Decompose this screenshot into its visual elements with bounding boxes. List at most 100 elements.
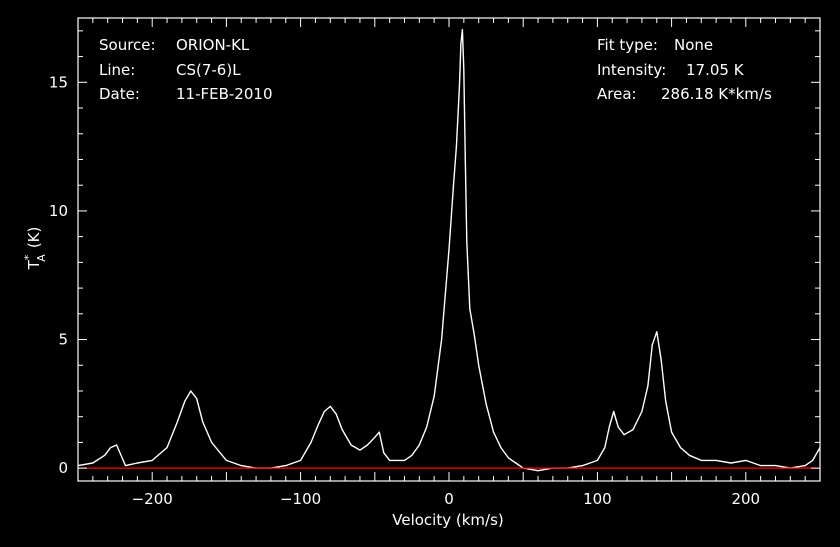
spectrum-data-point (300, 459, 302, 461)
spectrum-data-point (366, 444, 368, 446)
x-tick-label: −100 (280, 490, 321, 508)
x-axis-label: Velocity (km/s) (392, 511, 503, 529)
spectrum-data-point (604, 447, 606, 449)
spectrum-data-point (116, 444, 118, 446)
spectrum-data-point (426, 426, 428, 428)
spectrum-data-point (537, 470, 539, 472)
source-label: Source: (99, 36, 156, 54)
spectrum-data-point (411, 454, 413, 456)
spectrum-data-point (466, 241, 468, 243)
spectrum-data-point (469, 308, 471, 310)
spectrum-data-point (359, 449, 361, 451)
spectrum-data-point (500, 447, 502, 449)
area-label: Area: (597, 85, 637, 103)
spectrum-data-point (688, 454, 691, 456)
spectrum-data-point (651, 344, 653, 346)
spectrum-data-point (310, 441, 312, 443)
spectrum-data-point (110, 447, 112, 449)
fit-type-value: None (674, 36, 713, 54)
spectrum-data-point (617, 426, 619, 428)
spectrum-data-point (760, 465, 762, 467)
spectrum-data-point (335, 413, 337, 415)
date-label: Date: (99, 85, 140, 103)
y-tick-label: 15 (49, 73, 68, 91)
spectrum-data-point (389, 459, 391, 461)
y-tick-label: 5 (58, 331, 68, 349)
spectrum-data-point (202, 421, 204, 423)
y-axis-label-unit: (K) (25, 227, 43, 249)
spectrum-data-point (700, 459, 702, 461)
spectrum-data-point (812, 459, 814, 461)
spectrum-data-point (507, 457, 509, 459)
y-axis-label-subscript: A (35, 254, 48, 262)
spectrum-data-point (285, 465, 287, 467)
spectrum-data-point (647, 385, 649, 387)
spectrum-data-point (485, 403, 487, 405)
spectrum-data-point (473, 333, 475, 335)
spectrum-data-point (596, 459, 599, 461)
spectrum-data-point (166, 447, 168, 449)
spectrum-data-point (441, 338, 443, 341)
y-axis-label: T*A (K) (22, 227, 48, 271)
spectrum-data-point (515, 462, 517, 464)
spectrum-data-point (225, 459, 227, 461)
spectrum-data-point (460, 43, 462, 45)
spectrum-data-point (184, 400, 186, 402)
spectrum-data-point (374, 436, 376, 438)
spectrum-data-point (396, 459, 398, 461)
spectrum-data-point (104, 454, 106, 456)
y-tick-label: 0 (58, 459, 68, 477)
spectrum-data-point (176, 421, 178, 423)
spectrum-data-point (403, 459, 406, 461)
fit-type-label: Fit type: (597, 36, 658, 54)
spectrum-data-point (679, 447, 682, 449)
spectrum-data-point (632, 429, 634, 431)
spectrum-layer (77, 28, 821, 472)
spectrum-data-point (492, 431, 495, 433)
x-tick-label: −200 (132, 490, 173, 508)
x-tick-label: 100 (583, 490, 612, 508)
spectrum-data-point (323, 410, 325, 413)
spectrum-data-point (730, 462, 732, 464)
spectrum-data-point (458, 86, 460, 88)
line-value: CS(7-6)L (176, 61, 241, 79)
y-axis-ticks: 0 5 10 15 (49, 30, 820, 477)
spectrum-data-point (196, 398, 198, 400)
spectrum-data-point (463, 68, 465, 70)
spectrum-data-point (240, 465, 242, 467)
spectrum-data-point (656, 331, 658, 333)
spectrum-data-point (804, 465, 806, 467)
date-value: 11-FEB-2010 (176, 85, 272, 103)
y-tick-label: 10 (49, 202, 68, 220)
spectrum-data-point (660, 359, 662, 361)
spectrum-data-point (329, 405, 331, 407)
spectrum-data-point (715, 459, 717, 461)
spectrum-data-point (341, 429, 343, 431)
spectrum-data-point (124, 465, 127, 467)
spectrum-data-point (211, 441, 213, 443)
spectrum-data-point (383, 452, 385, 454)
spectrum-data-point (190, 390, 192, 392)
y-axis-label-superscript: * (22, 254, 35, 260)
spectrum-data-point (478, 364, 480, 366)
area-value: 286.18 K*km/s (661, 85, 772, 103)
spectrum-data-point (448, 248, 450, 251)
y-axis-label-symbol: T (25, 259, 43, 270)
spectrum-data-point (665, 400, 667, 402)
spectrum-data-point (623, 434, 625, 436)
intensity-value: 17.05 K (686, 61, 745, 79)
spectrum-data-point (92, 462, 94, 464)
spectrum-data-point (455, 146, 457, 148)
source-value: ORION-KL (176, 36, 250, 54)
spectrum-data-point (433, 395, 435, 397)
spectrum-data-point (461, 29, 463, 31)
spectrum-data-point (613, 410, 615, 413)
spectrum-data-point (464, 158, 466, 161)
spectrum-data-point (671, 431, 673, 433)
spectrum-data-point (418, 444, 420, 446)
spectrum-data-point (641, 410, 643, 413)
spectrum-data-point (151, 459, 153, 461)
svg-text:T*A(K): T*A (K) (22, 227, 48, 271)
